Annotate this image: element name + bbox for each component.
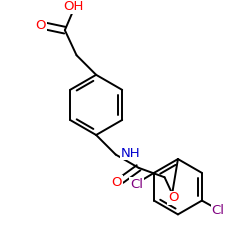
Text: OH: OH <box>64 0 84 13</box>
Text: NH: NH <box>121 146 141 160</box>
Text: O: O <box>168 192 178 204</box>
Text: O: O <box>112 176 122 189</box>
Text: Cl: Cl <box>212 204 224 218</box>
Text: Cl: Cl <box>130 178 143 191</box>
Text: O: O <box>35 19 46 32</box>
